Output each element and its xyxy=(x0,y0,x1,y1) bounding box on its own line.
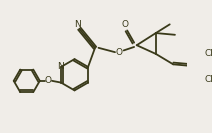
Text: N: N xyxy=(57,62,64,71)
Text: N: N xyxy=(74,20,81,29)
Text: Cl: Cl xyxy=(205,75,212,84)
Text: O: O xyxy=(121,20,128,29)
Text: Cl: Cl xyxy=(205,49,212,58)
Text: O: O xyxy=(45,76,52,85)
Text: O: O xyxy=(116,48,123,57)
